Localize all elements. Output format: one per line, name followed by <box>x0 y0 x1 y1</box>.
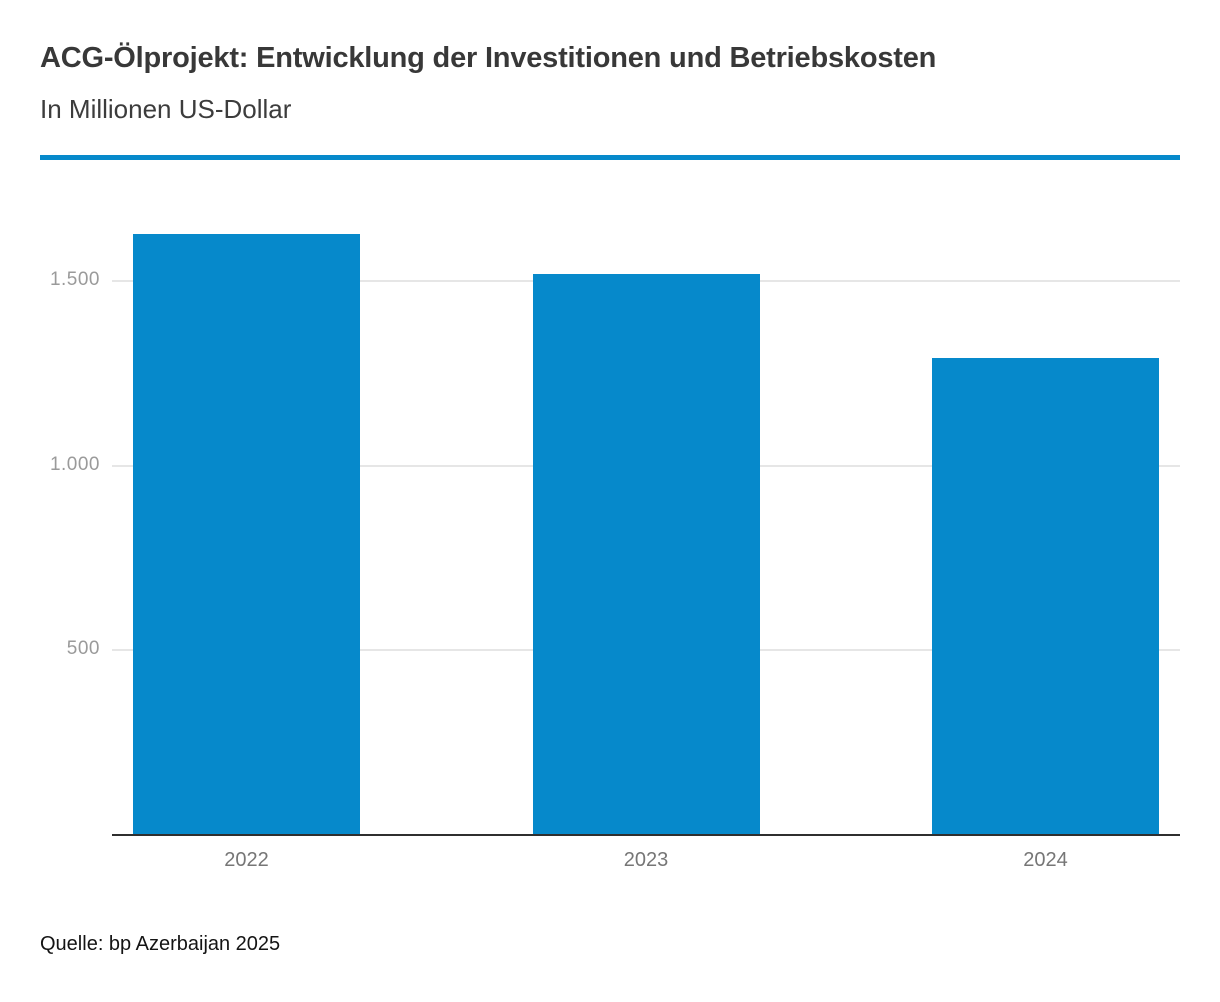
accent-rule <box>40 155 1180 160</box>
bar-2022 <box>133 234 360 834</box>
x-axis-label-2023: 2023 <box>623 849 669 871</box>
y-axis-tick-label: 500 <box>66 637 100 659</box>
x-axis-label-2022: 2022 <box>224 849 269 871</box>
chart-title: ACG-Ölprojekt: Entwicklung der Investiti… <box>40 42 937 74</box>
y-axis-tick-label: 1.000 <box>49 453 100 475</box>
y-axis-tick-label: 1.500 <box>49 269 100 291</box>
source-note: Quelle: bp Azerbaijan 2025 <box>40 933 281 955</box>
bar-2024 <box>932 358 1159 834</box>
chart-subtitle: In Millionen US-Dollar <box>40 94 292 124</box>
bar-2023 <box>532 274 760 834</box>
x-axis-label-2024: 2024 <box>1023 849 1068 871</box>
x-axis-line <box>112 834 1180 836</box>
